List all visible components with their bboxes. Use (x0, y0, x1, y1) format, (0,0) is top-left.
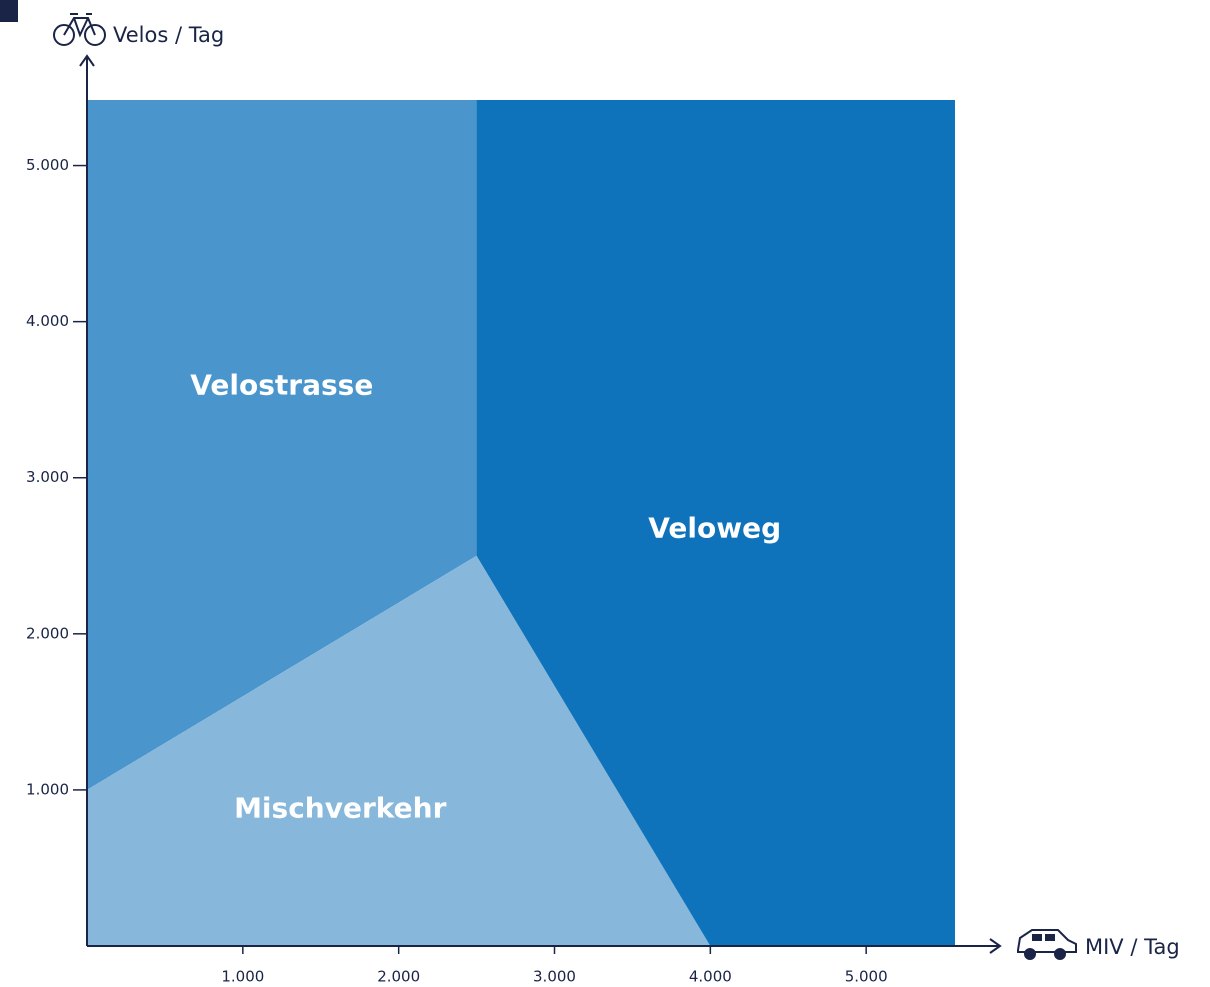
y-tick-label: 4.000 (26, 312, 69, 330)
cropped-shape (0, 0, 18, 22)
region-label: Veloweg (648, 512, 781, 545)
regions (87, 100, 955, 946)
y-tick-label: 2.000 (26, 624, 69, 642)
y-tick-label: 1.000 (26, 780, 69, 798)
y-axis-label: Velos / Tag (113, 23, 224, 47)
region (87, 100, 477, 790)
x-tick-label: 5.000 (845, 968, 888, 986)
region (476, 100, 955, 946)
x-tick-label: 3.000 (533, 968, 576, 986)
y-tick-label: 5.000 (26, 156, 69, 174)
y-axis-arrow (79, 54, 95, 67)
region-label: Mischverkehr (234, 791, 447, 824)
x-axis-label: MIV / Tag (1085, 935, 1180, 959)
region (87, 555, 711, 946)
y-tick-label: 3.000 (26, 468, 69, 486)
car-icon (1017, 929, 1077, 960)
x-tick-label: 1.000 (221, 968, 264, 986)
x-tick-label: 2.000 (377, 968, 420, 986)
x-tick-label: 4.000 (689, 968, 732, 986)
bicycle-icon (53, 13, 106, 46)
x-axis-arrow (989, 938, 1002, 954)
region-label: Velostrasse (190, 368, 373, 401)
